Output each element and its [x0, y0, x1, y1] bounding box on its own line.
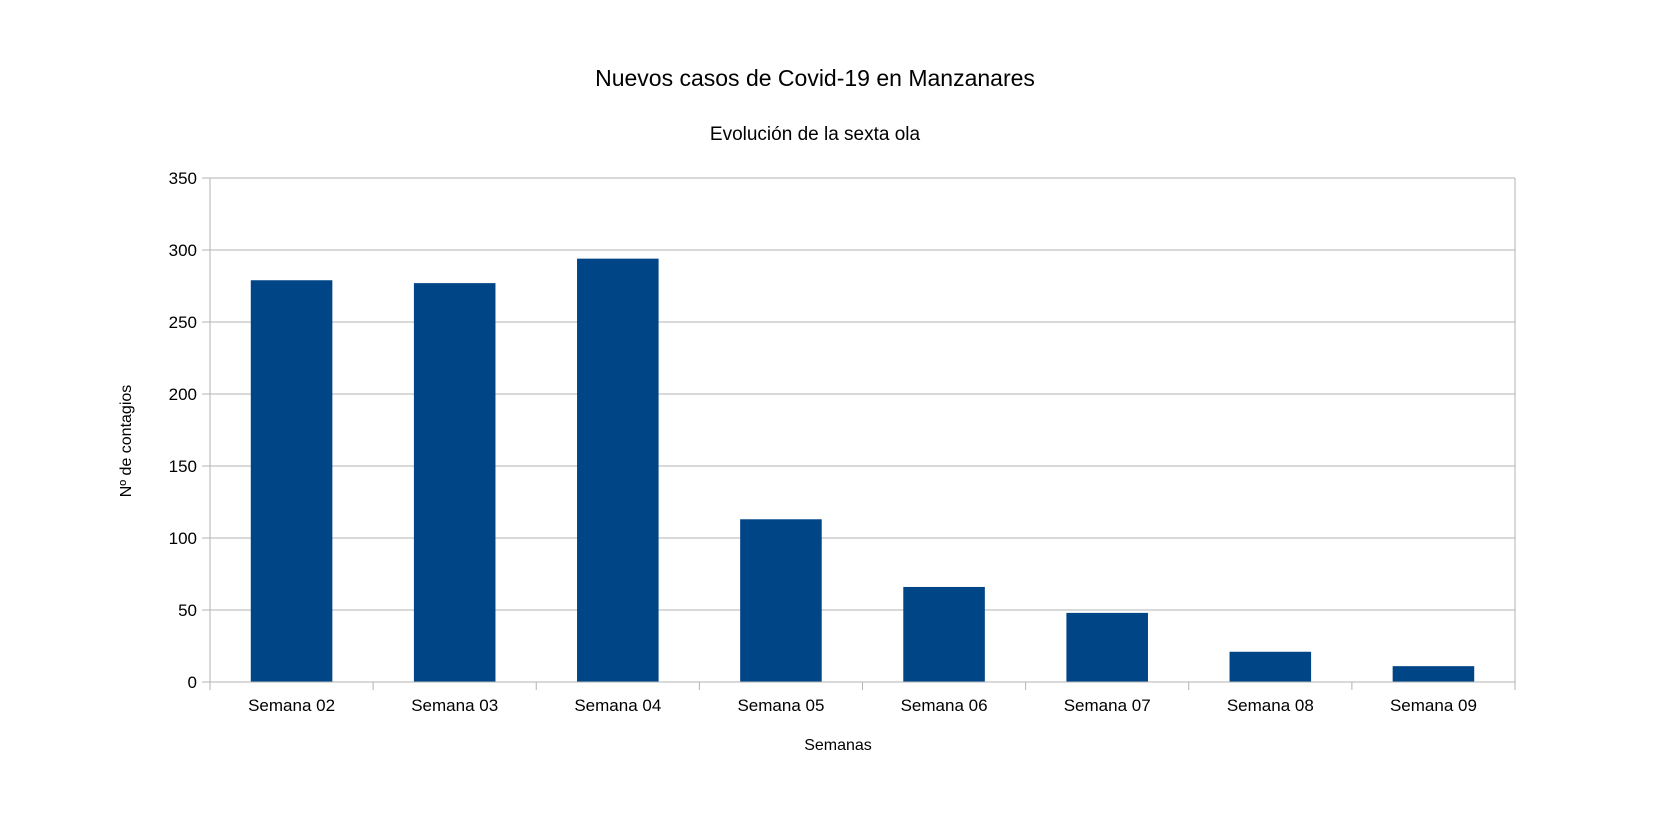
bars	[250, 258, 1475, 682]
chart-subtitle: Evolución de la sexta ola	[710, 124, 921, 145]
x-tick-label: Semana 06	[901, 696, 988, 715]
bar-semana-05	[740, 519, 822, 682]
y-tick-label: 100	[169, 529, 197, 548]
bar-semana-07	[1066, 612, 1148, 682]
y-tick-label: 200	[169, 385, 197, 404]
x-axis-title: Semanas	[804, 737, 872, 754]
bar-semana-09	[1392, 666, 1475, 682]
x-tick-label: Semana 07	[1064, 696, 1151, 715]
y-axis-title: Nº de contagios	[118, 385, 135, 498]
x-axis-tick-labels: Semana 02 Semana 03 Semana 04 Semana 05 Sema…	[248, 696, 1477, 715]
y-tick-label: 250	[169, 313, 197, 332]
bar-semana-02	[250, 280, 333, 682]
bar-semana-04	[577, 258, 659, 682]
y-tick-label: 300	[169, 241, 197, 260]
bar-semana-08	[1229, 651, 1312, 682]
y-tick-label: 150	[169, 457, 197, 476]
x-tick-label: Semana 03	[411, 696, 498, 715]
bar-semana-03	[413, 283, 496, 682]
y-tick-label: 350	[169, 169, 197, 188]
x-tick-label: Semana 02	[248, 696, 335, 715]
x-tick-label: Semana 04	[574, 696, 661, 715]
x-tick-label: Semana 05	[737, 696, 824, 715]
x-tick-label: Semana 08	[1227, 696, 1314, 715]
y-axis-tick-labels: 0 50 100 150 200 250 300 350	[169, 169, 197, 692]
chart-title: Nuevos casos de Covid-19 en Manzanares	[595, 65, 1035, 91]
gridlines	[210, 177, 1515, 611]
bar-semana-06	[903, 586, 985, 682]
axes	[202, 177, 1516, 690]
y-tick-label: 50	[178, 601, 197, 620]
y-tick-label: 0	[188, 673, 197, 692]
x-tick-label: Semana 09	[1390, 696, 1477, 715]
